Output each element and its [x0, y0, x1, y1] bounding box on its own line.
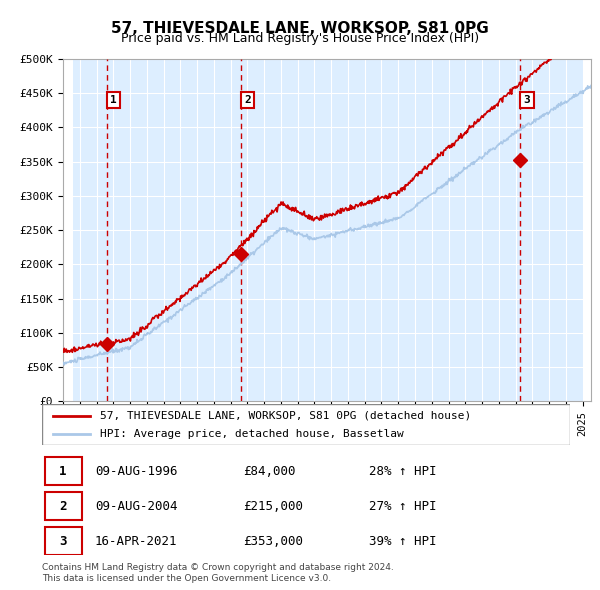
Text: £353,000: £353,000 — [242, 535, 302, 548]
Text: 27% ↑ HPI: 27% ↑ HPI — [370, 500, 437, 513]
Bar — [63, 59, 73, 401]
FancyBboxPatch shape — [44, 492, 82, 520]
Text: 28% ↑ HPI: 28% ↑ HPI — [370, 466, 437, 478]
FancyBboxPatch shape — [44, 527, 82, 555]
Bar — [584, 59, 591, 401]
Text: £215,000: £215,000 — [242, 500, 302, 513]
Text: 3: 3 — [524, 95, 530, 105]
Text: £84,000: £84,000 — [242, 466, 295, 478]
FancyBboxPatch shape — [42, 404, 570, 445]
Text: 57, THIEVESDALE LANE, WORKSOP, S81 0PG (detached house): 57, THIEVESDALE LANE, WORKSOP, S81 0PG (… — [100, 411, 472, 421]
Text: 1: 1 — [59, 466, 67, 478]
Text: 3: 3 — [59, 535, 67, 548]
Text: 1: 1 — [110, 95, 117, 105]
Text: 2: 2 — [244, 95, 251, 105]
Text: 39% ↑ HPI: 39% ↑ HPI — [370, 535, 437, 548]
Text: HPI: Average price, detached house, Bassetlaw: HPI: Average price, detached house, Bass… — [100, 429, 404, 439]
FancyBboxPatch shape — [44, 457, 82, 484]
Text: 57, THIEVESDALE LANE, WORKSOP, S81 0PG: 57, THIEVESDALE LANE, WORKSOP, S81 0PG — [111, 21, 489, 35]
Text: Price paid vs. HM Land Registry's House Price Index (HPI): Price paid vs. HM Land Registry's House … — [121, 32, 479, 45]
Text: Contains HM Land Registry data © Crown copyright and database right 2024.
This d: Contains HM Land Registry data © Crown c… — [42, 563, 394, 583]
Text: 09-AUG-1996: 09-AUG-1996 — [95, 466, 178, 478]
Text: 09-AUG-2004: 09-AUG-2004 — [95, 500, 178, 513]
Text: 16-APR-2021: 16-APR-2021 — [95, 535, 178, 548]
Text: 2: 2 — [59, 500, 67, 513]
